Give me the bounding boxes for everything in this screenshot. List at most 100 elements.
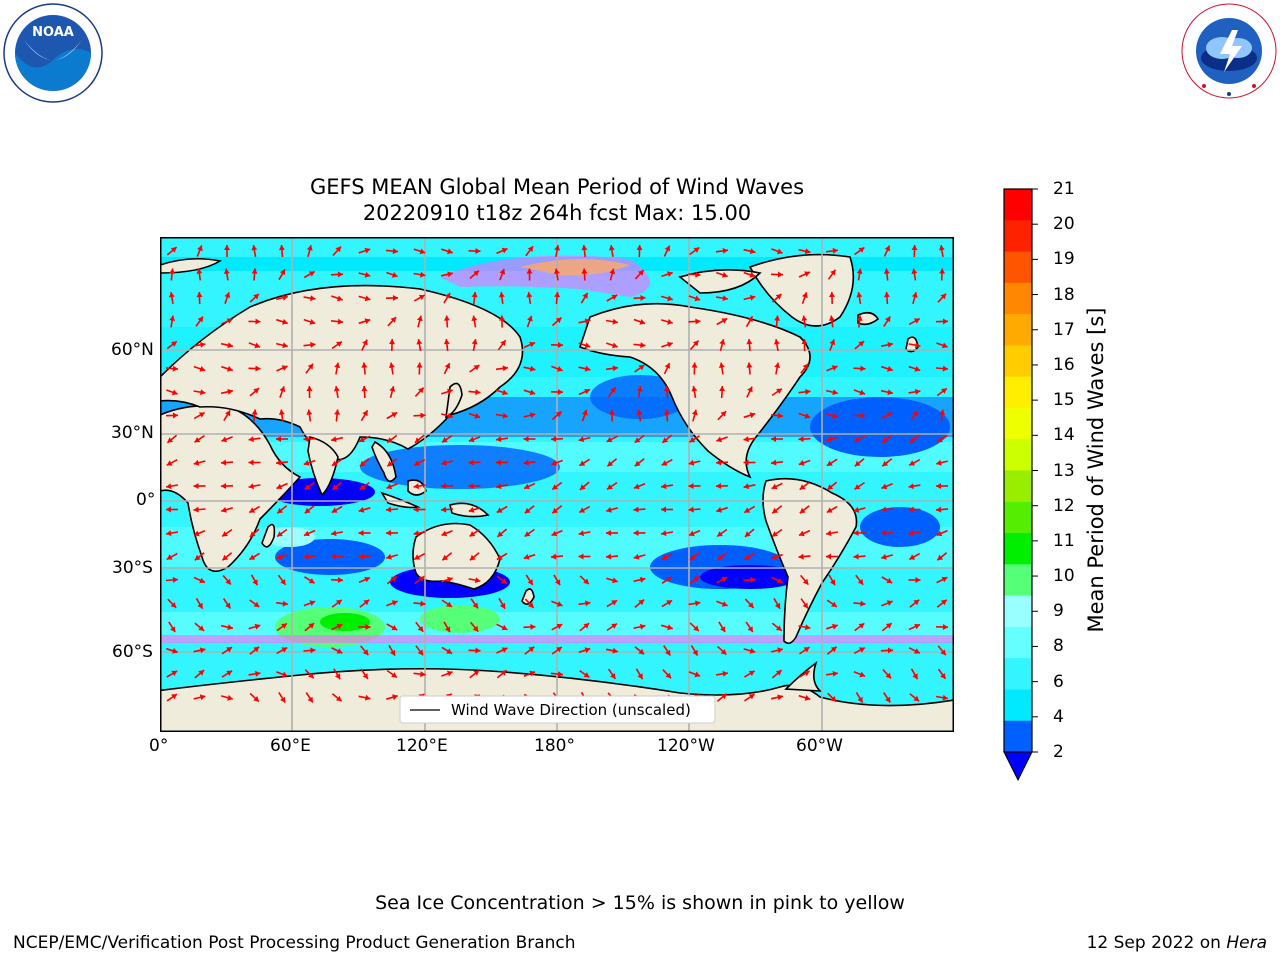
wave-direction-arrow: [388, 644, 396, 657]
wave-direction-arrow: [799, 646, 810, 655]
wave-direction-arrow: [743, 670, 756, 678]
wave-direction-arrow: [221, 552, 233, 561]
wave-direction-arrow: [743, 459, 756, 466]
wave-direction-arrow: [248, 670, 261, 677]
wave-direction-arrow: [551, 316, 563, 327]
wave-direction-arrow: [166, 246, 178, 256]
wave-direction-arrow: [194, 669, 205, 679]
lat-label-0: 0°: [136, 490, 156, 510]
wave-direction-arrow: [798, 459, 811, 466]
wave-direction-arrow: [881, 483, 893, 490]
wave-direction-arrow: [606, 622, 618, 632]
wave-direction-arrow: [468, 389, 481, 396]
wave-direction-arrow: [223, 409, 231, 422]
wave-direction-arrow: [908, 647, 921, 654]
wave-direction-arrow: [936, 576, 948, 584]
wave-direction-arrow: [360, 409, 369, 422]
wave-direction-arrow: [361, 339, 368, 351]
wave-direction-arrow: [165, 576, 179, 583]
wave-direction-arrow: [551, 459, 563, 466]
wave-direction-arrow: [715, 295, 729, 302]
generation-date-text: 12 Sep 2022 on: [1086, 933, 1227, 953]
wave-direction-arrow: [193, 576, 206, 584]
wave-direction-arrow: [414, 434, 425, 444]
wave-direction-arrow: [689, 575, 700, 585]
wave-direction-arrow: [499, 315, 505, 328]
wave-direction-arrow: [524, 646, 535, 655]
wave-direction-arrow: [578, 600, 591, 607]
wave-direction-arrow: [743, 271, 756, 278]
wave-direction-arrow: [331, 481, 343, 491]
colorbar-tick-label: 19: [1053, 249, 1075, 270]
wave-direction-arrow: [773, 597, 781, 610]
wave-direction-arrow: [385, 530, 399, 536]
wave-direction-arrow: [193, 459, 206, 466]
wave-direction-arrow: [798, 271, 811, 278]
wave-direction-arrow: [551, 529, 563, 537]
wave-direction-arrow: [276, 436, 288, 442]
wave-direction-arrow: [193, 529, 206, 537]
wave-direction-arrow: [578, 553, 591, 560]
wave-direction-arrow: [278, 268, 286, 281]
wave-direction-arrow: [470, 598, 479, 609]
wave-direction-arrow: [276, 365, 288, 372]
land-india: [307, 436, 339, 497]
wave-direction-arrow: [553, 574, 561, 586]
wave-direction-arrow: [743, 505, 756, 514]
wave-direction-arrow: [606, 458, 618, 467]
wave-direction-arrow: [771, 647, 783, 654]
wave-direction-arrow: [771, 482, 783, 490]
colorbar-segment: [1004, 345, 1032, 378]
wave-direction-arrow: [716, 552, 728, 561]
wave-direction-arrow: [719, 385, 725, 399]
wave-direction-arrow: [909, 434, 920, 444]
wave-direction-arrow: [855, 691, 864, 704]
colorbar-tick-label: 17: [1053, 319, 1075, 340]
wave-direction-arrow: [826, 623, 838, 630]
wave-direction-arrow: [389, 338, 395, 352]
wave-direction-arrow: [826, 389, 838, 396]
wave-direction-arrow: [660, 295, 674, 302]
wave-direction-arrow: [770, 694, 784, 701]
wave-direction-arrow: [248, 623, 261, 630]
wave-direction-arrow: [220, 624, 234, 631]
wave-direction-arrow: [911, 268, 918, 281]
machine-name: Hera: [1226, 933, 1267, 953]
wave-direction-arrow: [358, 553, 371, 560]
wave-direction-arrow: [715, 483, 729, 489]
colorbar-tick-label: 6: [1053, 671, 1064, 692]
wave-direction-arrow: [771, 553, 783, 560]
wave-direction-arrow: [853, 530, 866, 536]
wave-direction-arrow: [909, 599, 920, 608]
wave-direction-arrow: [688, 483, 701, 489]
colorbar-tick-label: 11: [1053, 530, 1075, 551]
wave-direction-arrow: [166, 458, 178, 467]
wave-direction-arrow: [908, 342, 921, 349]
wave-direction-arrow: [691, 385, 698, 399]
wave-direction-arrow: [523, 412, 536, 419]
wave-direction-arrow: [194, 435, 205, 443]
wave-direction-arrow: [303, 647, 316, 654]
wave-direction-arrow: [935, 694, 949, 701]
wave-direction-arrow: [579, 622, 590, 632]
wave-direction-arrow: [744, 528, 755, 538]
wave-direction-arrow: [304, 669, 315, 679]
wave-direction-arrow: [166, 389, 178, 396]
wave-direction-arrow: [798, 670, 811, 678]
wave-direction-arrow: [743, 576, 756, 583]
wave-direction-arrow: [168, 621, 176, 633]
wave-direction-arrow: [415, 645, 424, 656]
wave-direction-arrow: [908, 552, 921, 561]
wave-direction-arrow: [798, 248, 811, 255]
wave-direction-arrow: [774, 315, 781, 328]
wave-direction-arrow: [636, 244, 643, 258]
wave-direction-arrow: [359, 458, 370, 467]
wave-direction-arrow: [719, 338, 726, 352]
wave-direction-arrow: [936, 599, 948, 608]
wave-direction-arrow: [633, 318, 646, 325]
colorbar: [1003, 188, 1038, 782]
wave-direction-arrow: [908, 530, 921, 537]
colorbar-segment: [1004, 533, 1032, 565]
wave-direction-arrow: [277, 574, 287, 586]
wave-direction-arrow: [939, 409, 946, 422]
